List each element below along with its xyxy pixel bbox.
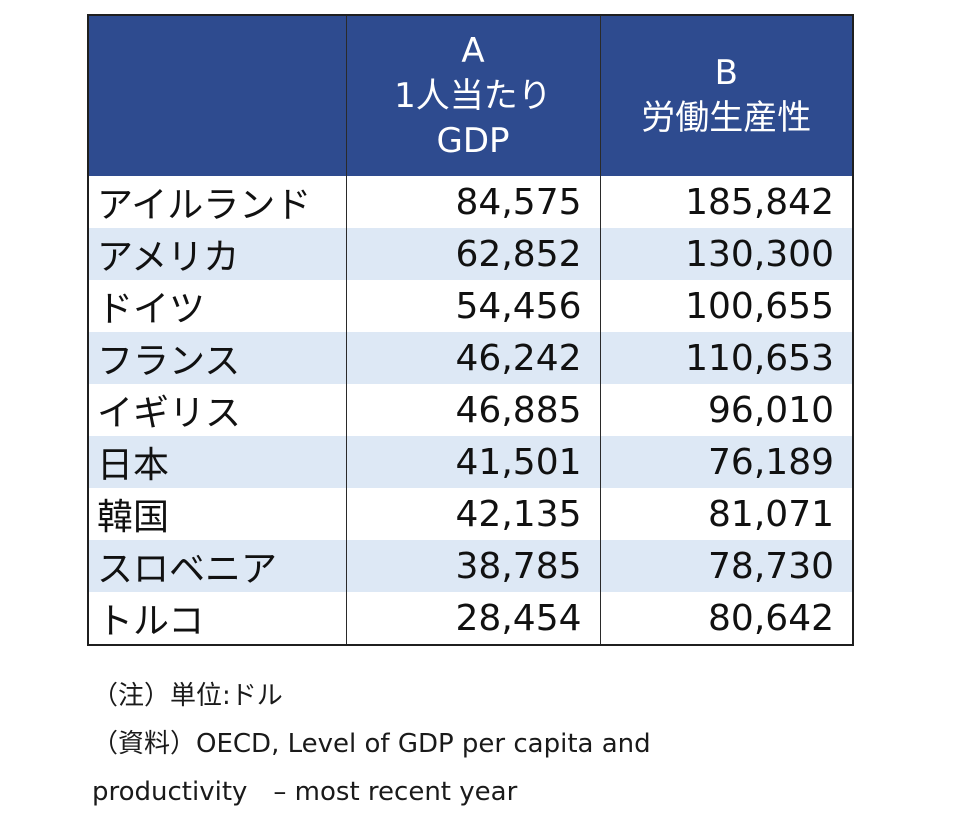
header-col-a-title: 1人当たり bbox=[394, 75, 552, 116]
gdp-cell: 46,242 bbox=[345, 332, 600, 384]
table-row: アイルランド 84,575 185,842 bbox=[88, 176, 853, 228]
productivity-cell: 100,655 bbox=[599, 280, 853, 332]
table-header-row: A 1人当たり GDP B 労働生産性 bbox=[88, 15, 853, 176]
gdp-cell: 42,135 bbox=[345, 488, 600, 540]
header-col-a-letter: A bbox=[461, 30, 485, 71]
table-row: 日本 41,501 76,189 bbox=[88, 436, 853, 488]
table-row: トルコ 28,454 80,642 bbox=[88, 592, 853, 645]
source-note-line1: （資料）OECD, Level of GDP per capita and bbox=[92, 729, 651, 759]
header-col-b-letter: B bbox=[714, 53, 738, 93]
gdp-cell: 41,501 bbox=[345, 436, 600, 488]
productivity-cell: 81,071 bbox=[599, 488, 853, 540]
header-col-a: A 1人当たり GDP bbox=[345, 15, 600, 176]
header-blank-cell bbox=[88, 15, 346, 176]
productivity-cell: 96,010 bbox=[599, 384, 853, 436]
country-cell: ドイツ bbox=[88, 280, 346, 332]
productivity-cell: 185,842 bbox=[599, 176, 853, 228]
source-note-line2: productivity – most recent year bbox=[92, 777, 518, 807]
table-notes: （注）単位:ドル （資料）OECD, Level of GDP per capi… bbox=[92, 672, 952, 816]
productivity-cell: 78,730 bbox=[599, 540, 853, 592]
table-row: ドイツ 54,456 100,655 bbox=[88, 280, 853, 332]
productivity-cell: 130,300 bbox=[599, 228, 853, 280]
country-cell: アイルランド bbox=[88, 176, 346, 228]
table-row: イギリス 46,885 96,010 bbox=[88, 384, 853, 436]
country-cell: フランス bbox=[88, 332, 346, 384]
productivity-cell: 76,189 bbox=[599, 436, 853, 488]
country-cell: スロベニア bbox=[88, 540, 346, 592]
table-row: アメリカ 62,852 130,300 bbox=[88, 228, 853, 280]
unit-note: （注）単位:ドル bbox=[92, 681, 283, 711]
country-cell: 日本 bbox=[88, 436, 346, 488]
gdp-cell: 54,456 bbox=[345, 280, 600, 332]
productivity-cell: 110,653 bbox=[599, 332, 853, 384]
header-col-b-title: 労働生産性 bbox=[641, 98, 812, 138]
gdp-cell: 46,885 bbox=[345, 384, 600, 436]
header-col-b: B 労働生産性 bbox=[599, 15, 853, 176]
table-row: スロベニア 38,785 78,730 bbox=[88, 540, 853, 592]
country-cell: イギリス bbox=[88, 384, 346, 436]
gdp-cell: 84,575 bbox=[345, 176, 600, 228]
gdp-cell: 38,785 bbox=[345, 540, 600, 592]
table-row: フランス 46,242 110,653 bbox=[88, 332, 853, 384]
table-row: 韓国 42,135 81,071 bbox=[88, 488, 853, 540]
data-table-container: A 1人当たり GDP B 労働生産性 アイルランド 84,575 185,84… bbox=[87, 14, 854, 646]
country-cell: 韓国 bbox=[88, 488, 346, 540]
country-cell: アメリカ bbox=[88, 228, 346, 280]
gdp-cell: 62,852 bbox=[345, 228, 600, 280]
header-col-a-subtitle: GDP bbox=[436, 120, 510, 161]
gdp-productivity-table: A 1人当たり GDP B 労働生産性 アイルランド 84,575 185,84… bbox=[87, 14, 854, 646]
gdp-cell: 28,454 bbox=[345, 592, 600, 645]
productivity-cell: 80,642 bbox=[599, 592, 853, 645]
country-cell: トルコ bbox=[88, 592, 346, 645]
